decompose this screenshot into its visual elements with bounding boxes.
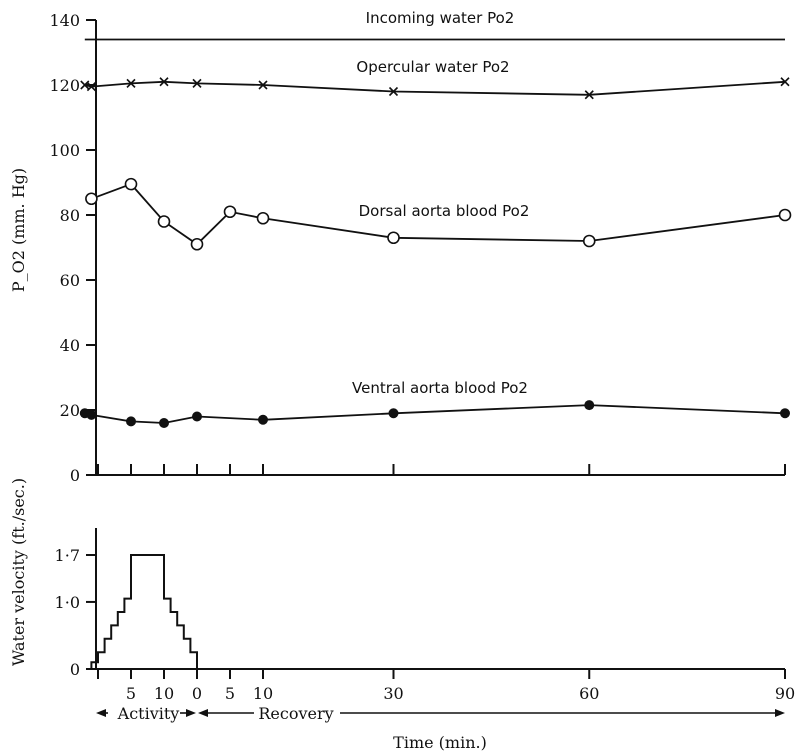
open-circle-point bbox=[124, 177, 138, 191]
x-tick-label: 60 bbox=[579, 684, 599, 703]
series-label-ventral: Ventral aorta blood Po2 bbox=[352, 379, 528, 397]
x-tick-label: 10 bbox=[154, 684, 174, 703]
open-circle-point bbox=[256, 211, 270, 225]
x-tick-label: 5 bbox=[126, 684, 136, 703]
x-tick-label: 30 bbox=[383, 684, 403, 703]
upper-y-label: P_O2 (mm. Hg) bbox=[9, 168, 28, 292]
lower-y-tick-label: 1·7 bbox=[55, 546, 80, 565]
upper-y-tick-label: 80 bbox=[60, 206, 80, 225]
po2-panel: 0 20 40 60 80 100 120 140 Incoming water Po2 Op… bbox=[9, 9, 792, 485]
cross-point bbox=[159, 77, 169, 87]
series-label-opercular: Opercular water Po2 bbox=[356, 58, 509, 76]
upper-y-tick-label: 60 bbox=[60, 271, 80, 290]
velocity-panel: 0 1·0 1·7 5 10 0 5 10 30 60 90 Water velocity (ft… bbox=[9, 478, 795, 752]
velocity-step-layer bbox=[90, 554, 198, 669]
upper-y-tick-label: 120 bbox=[49, 76, 80, 95]
series-label-dorsal: Dorsal aorta blood Po2 bbox=[359, 202, 530, 220]
cross-point bbox=[258, 80, 268, 90]
x-tick-label: 90 bbox=[775, 684, 795, 703]
filled-circle-point bbox=[86, 409, 97, 420]
velocity-step-line bbox=[90, 554, 198, 669]
filled-circle-point bbox=[192, 411, 202, 422]
cross-point bbox=[388, 86, 399, 97]
upper-y-ticks: 0 20 40 60 80 100 120 140 bbox=[49, 11, 96, 485]
series-label-incoming: Incoming water Po2 bbox=[366, 9, 515, 27]
arrow-head bbox=[775, 709, 785, 717]
cross-point bbox=[80, 80, 90, 90]
filled-circle-point bbox=[126, 416, 136, 427]
upper-y-tick-label: 40 bbox=[60, 336, 80, 355]
filled-circle-point bbox=[584, 400, 595, 411]
lower-y-tick-label: 1·0 bbox=[55, 593, 80, 612]
phase-label-activity: Activity bbox=[117, 704, 180, 723]
arrow-head bbox=[186, 709, 196, 717]
filled-circle-point bbox=[159, 418, 169, 428]
upper-y-tick-label: 100 bbox=[49, 141, 80, 160]
arrow-head bbox=[198, 709, 208, 717]
phase-label-recovery: Recovery bbox=[258, 704, 333, 723]
upper-x-ticks bbox=[97, 464, 786, 475]
x-tick-label: 10 bbox=[253, 684, 273, 703]
lower-y-label: Water velocity (ft./sec.) bbox=[9, 478, 28, 666]
cross-point bbox=[86, 82, 96, 92]
arrow-head bbox=[96, 709, 106, 717]
filled-circle-point bbox=[388, 408, 399, 419]
x-tick-label: 0 bbox=[192, 684, 202, 703]
cross-point bbox=[584, 90, 594, 100]
series-line-3 bbox=[84, 404, 786, 424]
open-circle-point bbox=[387, 231, 400, 245]
upper-y-tick-label: 20 bbox=[60, 401, 80, 420]
open-circle-point bbox=[223, 205, 237, 219]
open-circle-point bbox=[582, 234, 596, 248]
open-circle-point bbox=[85, 192, 98, 206]
upper-y-tick-label: 0 bbox=[70, 466, 80, 485]
series-layer bbox=[79, 38, 792, 428]
filled-circle-point bbox=[258, 414, 268, 425]
series-line-1 bbox=[84, 80, 786, 96]
open-circle-point bbox=[157, 215, 171, 228]
x-tick-label: 5 bbox=[225, 684, 235, 703]
series-labels: Incoming water Po2 Opercular water Po2 D… bbox=[352, 9, 529, 397]
lower-y-tick-label: 0 bbox=[70, 660, 80, 679]
phase-arrows: Activity Recovery bbox=[96, 704, 785, 723]
x-axis-label: Time (min.) bbox=[393, 733, 487, 752]
lower-y-ticks: 0 1·0 1·7 bbox=[55, 546, 96, 679]
open-circle-point bbox=[778, 208, 792, 222]
upper-y-tick-label: 140 bbox=[49, 11, 80, 30]
lower-x-ticks: 5 10 0 5 10 30 60 90 bbox=[97, 669, 795, 703]
cross-point bbox=[126, 78, 136, 88]
open-circle-point bbox=[190, 237, 204, 251]
filled-circle-point bbox=[780, 408, 790, 419]
cross-point bbox=[780, 77, 790, 87]
cross-point bbox=[192, 78, 202, 88]
